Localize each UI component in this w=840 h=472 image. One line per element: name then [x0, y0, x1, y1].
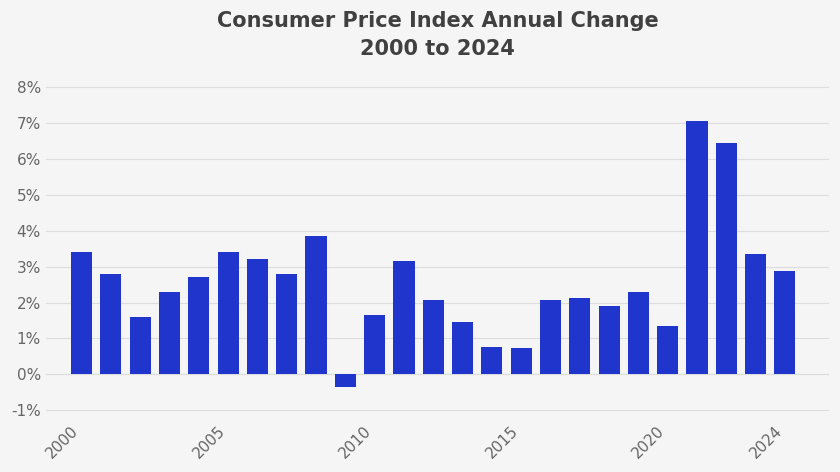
Bar — [540, 300, 561, 374]
Bar — [393, 261, 414, 374]
Bar — [511, 348, 532, 374]
Bar — [100, 274, 122, 374]
Bar — [129, 317, 150, 374]
Bar — [188, 278, 209, 374]
Bar — [627, 292, 649, 374]
Bar — [159, 292, 180, 374]
Bar — [218, 252, 239, 374]
Bar — [481, 347, 502, 374]
Bar — [276, 274, 297, 374]
Bar — [716, 143, 737, 374]
Bar — [570, 298, 591, 374]
Title: Consumer Price Index Annual Change
2000 to 2024: Consumer Price Index Annual Change 2000 … — [217, 11, 659, 59]
Bar — [452, 322, 473, 374]
Bar — [657, 326, 678, 374]
Bar — [306, 236, 327, 374]
Bar — [71, 252, 92, 374]
Bar — [364, 315, 386, 374]
Bar — [423, 300, 444, 374]
Bar — [686, 121, 707, 374]
Bar — [247, 260, 268, 374]
Bar — [599, 306, 620, 374]
Bar — [745, 254, 766, 374]
Bar — [335, 374, 356, 388]
Bar — [774, 270, 795, 374]
